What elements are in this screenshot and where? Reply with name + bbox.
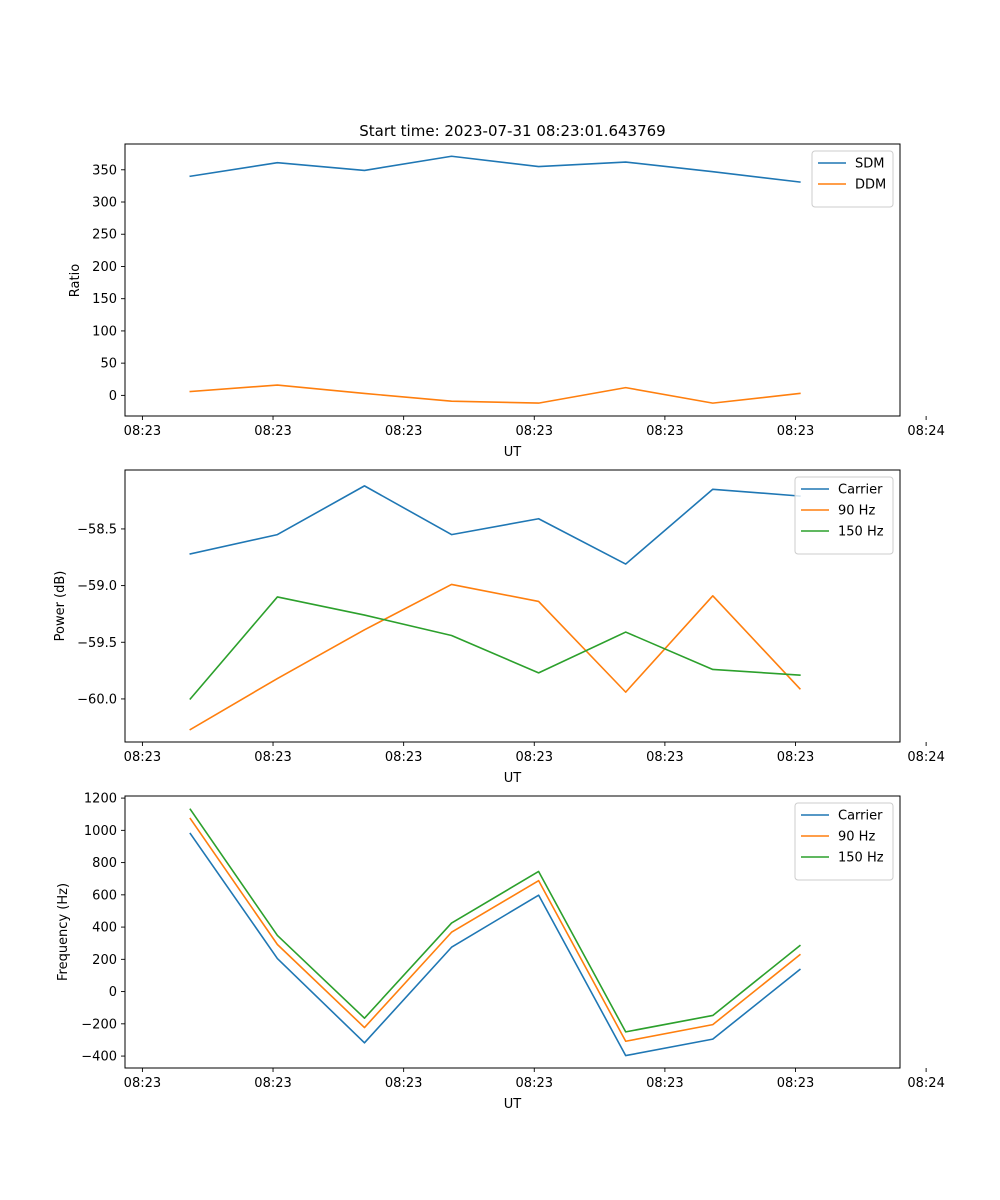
power-x-tick-label: 08:23 <box>646 750 683 765</box>
chart-title: Start time: 2023-07-31 08:23:01.643769 <box>359 122 665 140</box>
frequency-legend-frame <box>794 802 894 881</box>
frequency-x-tick-label: 08:23 <box>385 1076 422 1091</box>
ratio-y-tick-label: 250 <box>92 228 117 243</box>
frequency-y-tick-label: 800 <box>92 856 117 871</box>
power-x-tick-label: 08:23 <box>385 750 422 765</box>
ratio-y-tick-label: 300 <box>92 196 117 211</box>
frequency-y-tick-label: 600 <box>92 888 117 903</box>
power-series-carrier-line <box>189 485 801 565</box>
frequency-y-tick-label: 1000 <box>84 824 117 839</box>
power-y-tick-label: −60.0 <box>77 692 117 707</box>
power-y-axis-label: Power (dB) <box>53 571 68 642</box>
frequency-y-tick-label: 0 <box>109 985 117 1000</box>
power-legend-label: 90 Hz <box>838 504 875 519</box>
ratio-y-tick-label: 350 <box>92 163 117 178</box>
ratio-y-tick-label: 100 <box>92 324 117 339</box>
power-x-tick-label: 08:23 <box>516 750 553 765</box>
panel-ratio: Start time: 2023-07-31 08:23:01.643769 0… <box>68 122 945 460</box>
ratio-x-tick-label: 08:23 <box>516 424 553 439</box>
panel-frequency: 08:23 08:23 08:23 08:23 08:23 08:23 08:24 −400 −… <box>56 792 945 1112</box>
frequency-y-axis-label: Frequency (Hz) <box>56 883 71 981</box>
ratio-y-tick-label: 50 <box>100 357 117 372</box>
ratio-y-axis-label: Ratio <box>68 264 83 297</box>
ratio-legend-frame <box>811 150 894 208</box>
power-x-tick-label: 08:23 <box>124 750 161 765</box>
frequency-y-tick-label: 1200 <box>84 792 117 807</box>
frequency-legend: Carrier 90 Hz 150 Hz <box>794 802 894 881</box>
ratio-plot-area: 08:23 08:23 08:23 08:23 08:23 08:23 08:24 0 50 10… <box>92 143 945 439</box>
frequency-x-tick-label: 08:23 <box>777 1076 814 1091</box>
ratio-x-tick-label: 08:23 <box>646 424 683 439</box>
ratio-x-axis-label: UT <box>504 445 522 460</box>
power-y-tick-label: −58.5 <box>77 522 117 537</box>
ratio-x-tick-label: 08:24 <box>907 424 944 439</box>
ratio-legend: SDM DDM <box>811 150 894 208</box>
frequency-series-carrier-line <box>189 832 801 1057</box>
frequency-axes-frame <box>124 795 901 1069</box>
ratio-x-tick-label: 08:23 <box>124 424 161 439</box>
frequency-x-tick-label: 08:23 <box>254 1076 291 1091</box>
power-plot-area: 08:23 08:23 08:23 08:23 08:23 08:23 08:24 −60.0… <box>77 469 945 765</box>
power-y-tick-label: −59.5 <box>77 636 117 651</box>
frequency-x-tick-label: 08:24 <box>907 1076 944 1091</box>
frequency-x-axis-label: UT <box>504 1097 522 1112</box>
power-legend-frame <box>794 476 894 555</box>
ratio-series-sdm-line <box>189 155 801 183</box>
frequency-legend-label: Carrier <box>838 809 883 824</box>
frequency-series-150-hz-line <box>189 808 801 1033</box>
ratio-axes-frame <box>124 143 901 417</box>
power-y-tick-label: −59.0 <box>77 579 117 594</box>
frequency-plot-area: 08:23 08:23 08:23 08:23 08:23 08:23 08:24 −400 −… <box>81 792 945 1091</box>
ratio-series-ddm-line <box>189 384 801 404</box>
power-series-150-hz-line <box>189 596 801 701</box>
ratio-x-tick-label: 08:23 <box>385 424 422 439</box>
power-legend-label: 150 Hz <box>838 525 884 540</box>
frequency-y-tick-label: −200 <box>81 1017 117 1032</box>
frequency-series-90-hz-line <box>189 817 801 1043</box>
ratio-legend-label: SDM <box>855 157 884 172</box>
power-legend-label: Carrier <box>838 483 883 498</box>
frequency-x-tick-label: 08:23 <box>646 1076 683 1091</box>
ratio-x-tick-label: 08:23 <box>777 424 814 439</box>
power-x-tick-label: 08:23 <box>254 750 291 765</box>
frequency-y-tick-label: 400 <box>92 921 117 936</box>
power-x-tick-label: 08:23 <box>777 750 814 765</box>
ratio-y-tick-label: 200 <box>92 260 117 275</box>
panel-power: 08:23 08:23 08:23 08:23 08:23 08:23 08:24 −60.0… <box>53 469 945 786</box>
frequency-y-tick-label: 200 <box>92 953 117 968</box>
frequency-x-tick-label: 08:23 <box>124 1076 161 1091</box>
power-series-90-hz-line <box>189 583 801 731</box>
ratio-x-tick-label: 08:23 <box>254 424 291 439</box>
ratio-y-tick-label: 150 <box>92 292 117 307</box>
ratio-legend-label: DDM <box>855 178 886 193</box>
frequency-legend-label: 90 Hz <box>838 830 875 845</box>
frequency-x-tick-label: 08:23 <box>516 1076 553 1091</box>
ratio-y-tick-label: 0 <box>109 389 117 404</box>
power-legend: Carrier 90 Hz 150 Hz <box>794 476 894 555</box>
frequency-y-tick-label: −400 <box>81 1050 117 1065</box>
frequency-legend-label: 150 Hz <box>838 851 884 866</box>
power-axes-frame <box>124 469 901 743</box>
power-x-axis-label: UT <box>504 771 522 786</box>
power-x-tick-label: 08:24 <box>907 750 944 765</box>
